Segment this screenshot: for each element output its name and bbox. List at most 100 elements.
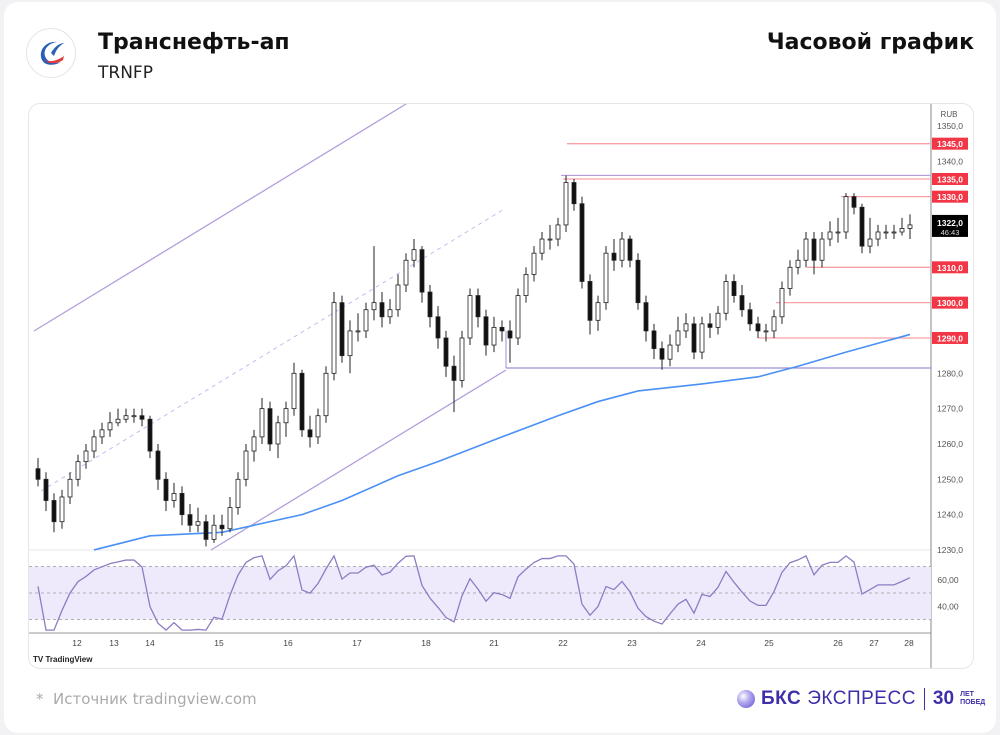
level-badge: [932, 331, 968, 344]
candle-body: [227, 507, 233, 530]
candle-body: [843, 196, 849, 233]
candle-body: [763, 330, 769, 333]
time-tick: 25: [764, 638, 774, 648]
candle-body: [643, 302, 649, 332]
time-tick: 18: [421, 638, 431, 648]
ticker: TRNFP: [98, 63, 153, 83]
brand-30: 30: [932, 688, 955, 709]
candle-body: [243, 450, 249, 480]
candle-body: [283, 408, 289, 424]
candle-body: [75, 461, 81, 480]
candle-body: [555, 224, 561, 240]
candle-body: [467, 295, 473, 339]
candle-body: [67, 478, 73, 498]
candle-body: [819, 238, 825, 261]
candle-body: [491, 326, 497, 346]
candle-body: [443, 337, 449, 367]
time-tick: 14: [145, 638, 155, 648]
candle-body: [683, 323, 689, 332]
candle-body: [515, 295, 521, 339]
candle-body: [171, 493, 177, 501]
time-tick: 22: [558, 638, 568, 648]
candle-body: [91, 436, 97, 452]
candle-body: [899, 228, 905, 233]
time-tick: 16: [283, 638, 293, 648]
level-label: 1345,0: [937, 139, 963, 149]
candle-body: [787, 266, 793, 289]
candle-body: [339, 302, 345, 357]
candle-body: [571, 182, 577, 205]
candle-body: [163, 478, 169, 501]
candle-body: [99, 429, 105, 438]
level-badge: [932, 137, 968, 150]
candle-body: [187, 514, 193, 526]
level-label: 1335,0: [937, 174, 963, 184]
candle-body: [251, 436, 257, 452]
candle-body: [395, 284, 401, 311]
candle-body: [291, 372, 297, 410]
level-badge: [932, 172, 968, 185]
candle-body: [811, 238, 817, 261]
candle-body: [323, 372, 329, 417]
price-tick: 1280,0: [937, 368, 963, 378]
candle-body: [755, 323, 761, 332]
brand-wins: ПОБЕД: [960, 699, 986, 706]
candle-body: [691, 323, 697, 353]
candle-body: [867, 238, 873, 247]
candle-body: [483, 316, 489, 346]
timeframe-title: Часовой график: [766, 30, 974, 55]
trend-line-dashed: [40, 207, 507, 492]
candle-body: [723, 281, 729, 314]
candle-body: [299, 372, 305, 431]
time-tick: 21: [489, 638, 499, 648]
time-tick: 24: [696, 638, 706, 648]
rsi-tick: 60,00: [937, 575, 959, 585]
level-label: 1330,0: [937, 192, 963, 202]
candle-body: [499, 326, 505, 332]
price-chart[interactable]: RUB 1345,0 1335,0 1330,0 1310,0 1300,0 1290,0 1…: [29, 104, 973, 668]
candle-body: [115, 418, 121, 424]
candle-body: [531, 252, 537, 275]
company-logo: [26, 28, 76, 78]
candle-body: [123, 415, 129, 420]
candle-body: [211, 524, 217, 540]
candle-body: [307, 429, 313, 438]
candle-body: [635, 259, 641, 304]
candle-body: [147, 418, 153, 452]
candle-body: [851, 196, 857, 208]
candle-body: [459, 337, 465, 381]
price-tick: 1350,0: [937, 121, 963, 131]
candle-body: [595, 302, 601, 321]
candle-body: [451, 365, 457, 381]
candle-body: [707, 323, 713, 328]
candle-body: [195, 521, 201, 526]
tradingview-logo: TV TradingView: [33, 655, 93, 664]
candle-body: [179, 493, 185, 516]
candle-body: [739, 295, 745, 311]
candle-body: [627, 238, 633, 261]
level-badge: [932, 190, 968, 203]
candle-body: [835, 231, 841, 234]
candle-body: [387, 309, 393, 318]
candle-body: [907, 224, 913, 229]
time-tick: 15: [214, 638, 224, 648]
price-tick: 1250,0: [937, 474, 963, 484]
transneft-logo-icon: [40, 41, 64, 65]
time-tick: 26: [833, 638, 843, 648]
candle-body: [355, 330, 361, 333]
chart-container[interactable]: RUB 1345,0 1335,0 1330,0 1310,0 1300,0 1290,0 1…: [28, 103, 974, 669]
candle-body: [219, 524, 225, 530]
candle-body: [51, 500, 57, 523]
company-name: Транснефть-ап: [98, 30, 290, 55]
candle-body: [363, 309, 369, 332]
candle-body: [347, 330, 353, 357]
level-label: 1290,0: [937, 333, 963, 343]
last-price: 1322,0: [937, 218, 963, 228]
level-badge: [932, 261, 968, 274]
candle-body: [275, 422, 281, 445]
candle-body: [131, 415, 137, 418]
time-tick: 23: [627, 638, 637, 648]
candle-body: [563, 182, 569, 226]
rsi-tick: 40,00: [937, 601, 959, 611]
candle-body: [139, 415, 145, 420]
